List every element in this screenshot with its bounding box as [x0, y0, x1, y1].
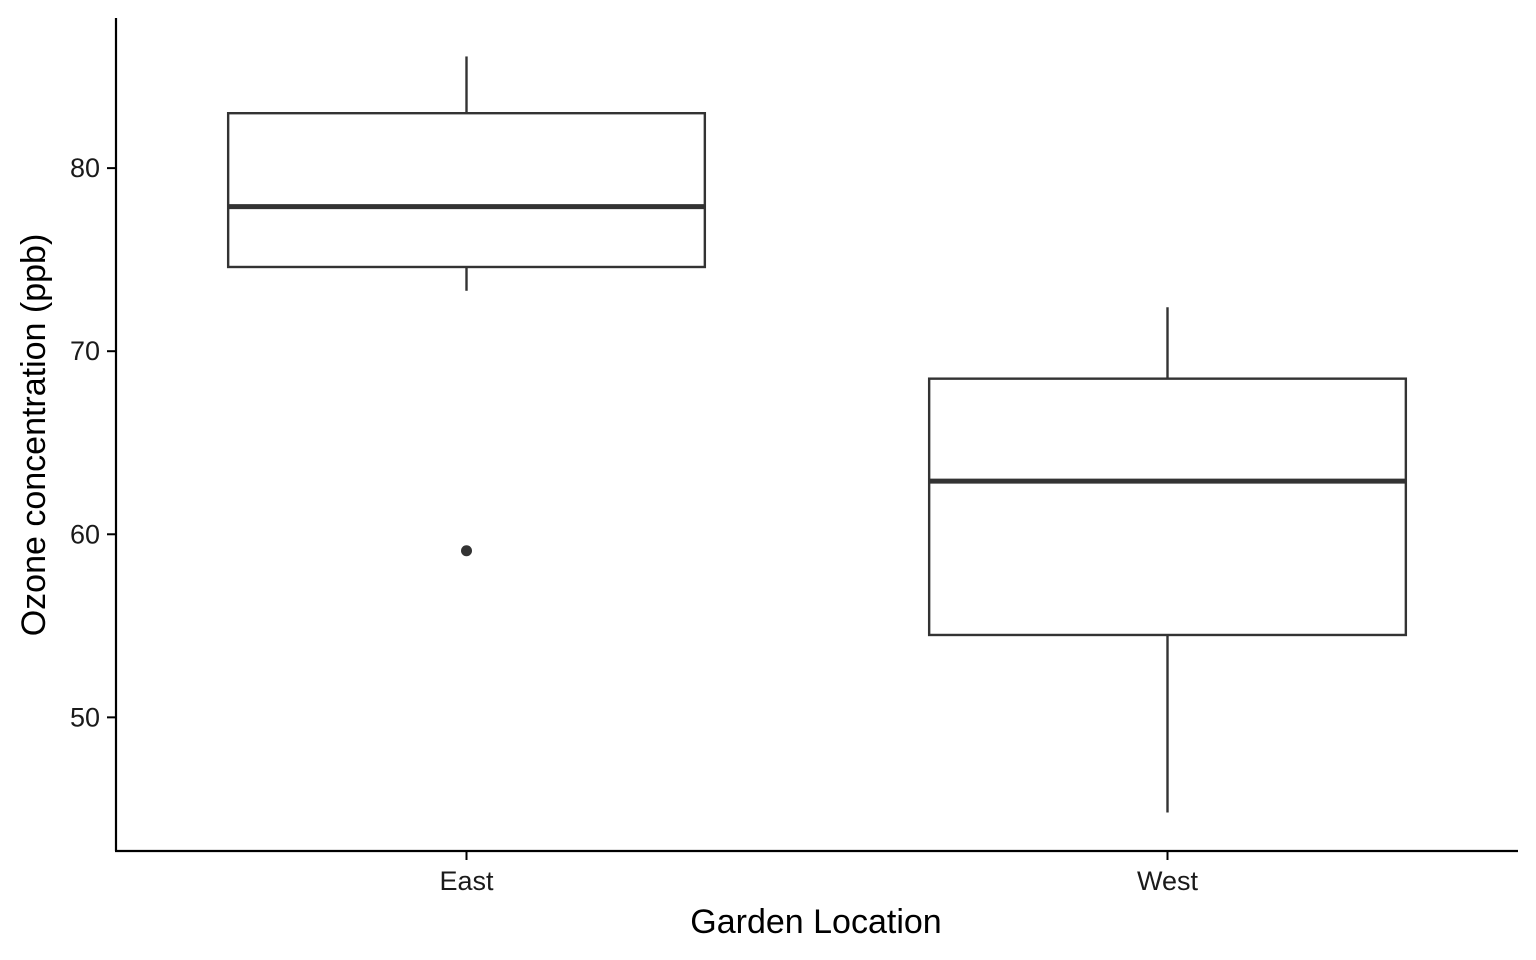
- y-axis-title: Ozone concentration (ppb): [15, 234, 53, 637]
- plot-area: [226, 56, 1408, 813]
- y-axis: 50 60 70 80: [70, 18, 118, 851]
- y-tick-label: 60: [70, 519, 100, 549]
- x-axis: East West: [115, 849, 1518, 896]
- box-west: [927, 377, 1408, 637]
- x-axis-title: Garden Location: [690, 903, 941, 941]
- y-tick-label: 50: [70, 702, 100, 732]
- box-east: [226, 111, 707, 269]
- outlier-point-east: [461, 545, 472, 557]
- x-tick-label: East: [439, 866, 494, 896]
- y-tick-label: 80: [70, 153, 100, 183]
- y-tick-label: 70: [70, 336, 100, 366]
- x-tick-label: West: [1137, 866, 1199, 896]
